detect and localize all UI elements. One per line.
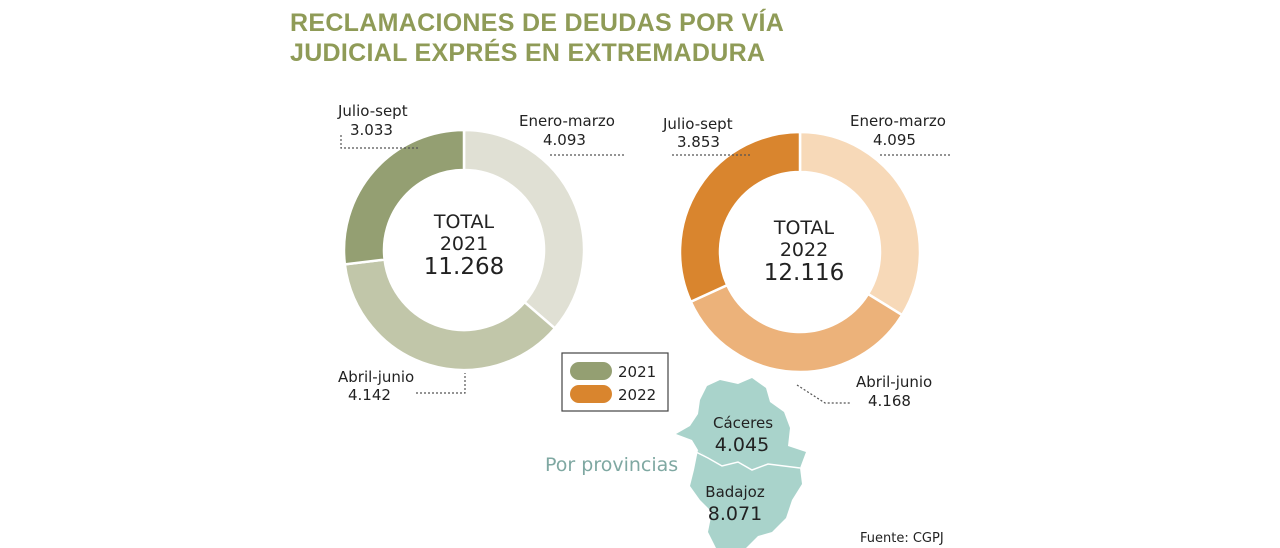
- donut-2021: [342, 128, 586, 372]
- chart-title: RECLAMACIONES DE DEUDAS POR VÍA JUDICIAL…: [290, 8, 784, 68]
- legend-label-2022: 2022: [618, 386, 656, 404]
- label-julio-2021: Julio-sept: [337, 102, 408, 120]
- value-enero-2022: 4.095: [873, 131, 916, 149]
- center-total-label-2021: TOTAL: [433, 211, 495, 233]
- center-year-2021: 2021: [440, 233, 488, 255]
- label-julio-2022: Julio-sept: [662, 115, 733, 133]
- value-enero-2021: 4.093: [543, 131, 586, 149]
- leader-lines-2021: [340, 135, 625, 394]
- title-line-2: JUDICIAL EXPRÉS EN EXTREMADURA: [290, 39, 766, 67]
- provinces-heading: Por provincias: [545, 454, 678, 476]
- province-name-caceres: Cáceres: [713, 414, 773, 432]
- label-enero-2021: Enero-marzo: [519, 112, 615, 130]
- donut-2022: [678, 130, 922, 374]
- leader-abril-2022: [796, 384, 850, 404]
- leader-abril-2021: [416, 373, 466, 394]
- legend-label-2021: 2021: [618, 363, 656, 381]
- value-abril-2021: 4.142: [348, 386, 391, 404]
- label-abril-2021: Abril-junio: [338, 368, 414, 386]
- donut-slice-2022-abril-junio: [689, 283, 904, 374]
- leader-lines-2022: [672, 154, 952, 404]
- province-name-badajoz: Badajoz: [705, 483, 765, 501]
- center-total-value-2021: 11.268: [424, 254, 504, 280]
- province-value-caceres: 4.045: [715, 434, 769, 456]
- province-value-badajoz: 8.071: [708, 503, 762, 525]
- extremadura-map: Cáceres 4.045 Badajoz 8.071: [676, 378, 806, 548]
- leader-julio-2021: [340, 135, 420, 149]
- donut-slice-2022-enero-marzo: [798, 130, 922, 317]
- value-julio-2022: 3.853: [677, 133, 720, 151]
- donut-slice-2021-abril-junio: [343, 258, 557, 372]
- donut-slice-2021-julio-sept: [342, 128, 466, 266]
- center-total-label-2022: TOTAL: [773, 217, 835, 239]
- donut-slice-2021-enero-marzo: [462, 128, 586, 331]
- map-province-caceres: [676, 378, 806, 470]
- source-note: Fuente: CGPJ: [860, 531, 944, 546]
- legend-swatch-2022: [570, 385, 612, 403]
- value-abril-2022: 4.168: [868, 392, 911, 410]
- province-border: [691, 449, 801, 471]
- center-year-2022: 2022: [780, 239, 828, 261]
- title-line-1: RECLAMACIONES DE DEUDAS POR VÍA: [290, 9, 785, 37]
- legend-swatch-2021: [570, 362, 612, 380]
- label-enero-2022: Enero-marzo: [850, 112, 946, 130]
- map-province-badajoz: [690, 450, 802, 548]
- label-abril-2022: Abril-junio: [856, 373, 932, 391]
- value-julio-2021: 3.033: [350, 121, 393, 139]
- legend: 2021 2022: [561, 352, 669, 412]
- center-total-value-2022: 12.116: [764, 260, 844, 286]
- donut-slice-2022-julio-sept: [678, 130, 802, 304]
